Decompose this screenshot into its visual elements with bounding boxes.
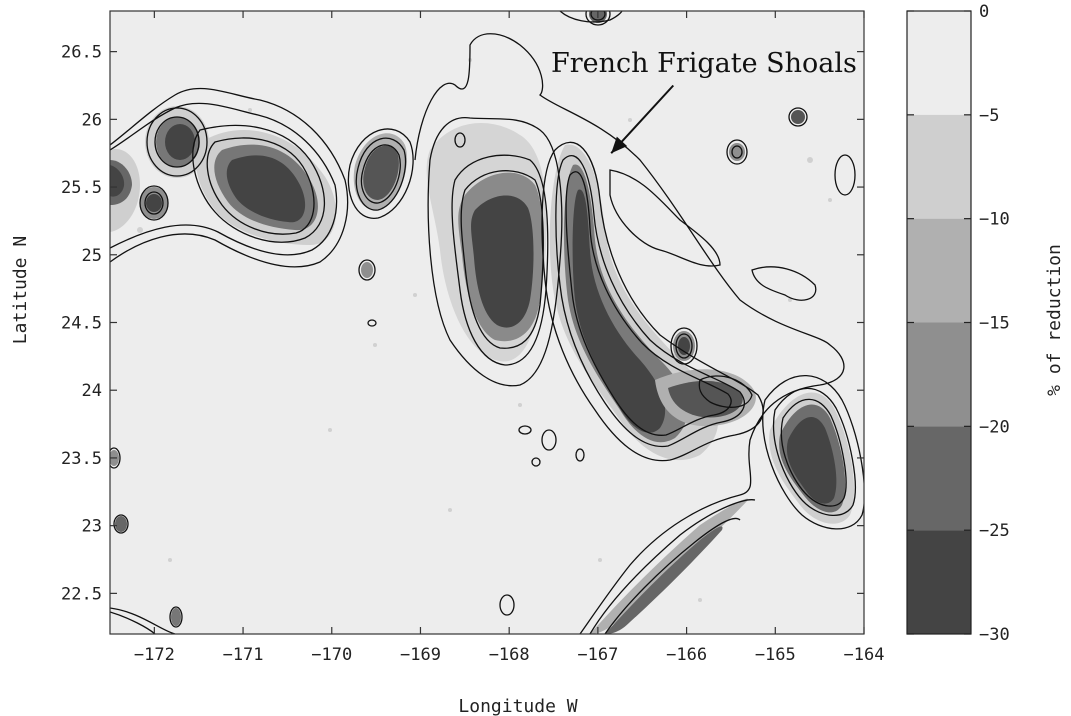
region-west-1: [110, 149, 140, 232]
colorbar-ticks: 0 −5 −10 −15 −20 −25 −30: [907, 2, 1010, 645]
y-axis-title: Latitude N: [10, 236, 31, 344]
annotation-label: French Frigate Shoals: [551, 48, 857, 79]
region-west-4: [196, 130, 337, 245]
colorbar-band: [907, 114, 971, 219]
y-tick-label: 24.5: [61, 314, 102, 334]
region-center-west: [426, 123, 547, 362]
colorbar-tick-label: −20: [979, 417, 1010, 437]
region-far-east: [769, 392, 855, 524]
colorbar-tick-label: −10: [979, 210, 1010, 230]
annotation-arrowhead: [611, 136, 628, 154]
region-southeast-band: [590, 498, 749, 634]
colorbar-title: % of reduction: [1044, 244, 1065, 396]
x-tick-label: −167: [577, 645, 618, 665]
colorbar-tick-label: −30: [979, 625, 1010, 645]
x-tick-label: −172: [134, 645, 175, 665]
colorbar-band: [907, 11, 971, 115]
x-axis-title: Longitude W: [458, 696, 577, 716]
colorbar: 0 −5 −10 −15 −20 −25 −30 % of reduction: [906, 2, 1065, 645]
x-tick-label: −169: [400, 645, 441, 665]
colorbar-band: [907, 322, 971, 427]
x-tick-label: −164: [844, 645, 885, 665]
x-tick-label: −168: [489, 645, 530, 665]
y-axis: 22.5 23 23.5 24 24.5 25 25.5 26 26.5: [61, 43, 864, 604]
colorbar-tick-label: −25: [979, 521, 1010, 541]
contour-lines: [110, 11, 864, 634]
y-tick-label: 23: [82, 517, 102, 537]
y-tick-label: 22.5: [61, 584, 102, 604]
x-axis: −172 −171 −170 −169 −168 −167 −166 −165 −164: [134, 11, 885, 665]
y-tick-label: 26: [82, 110, 102, 130]
colorbar-tick-label: −5: [979, 106, 999, 126]
colorbar-bands: [907, 11, 971, 634]
y-tick-label: 23.5: [61, 449, 102, 469]
annotation: French Frigate Shoals: [551, 48, 857, 154]
x-tick-label: −166: [666, 645, 707, 665]
y-tick-label: 25.5: [61, 178, 102, 198]
region-east-small: [673, 331, 695, 361]
x-tick-label: −165: [755, 645, 796, 665]
speckle-texture: [137, 58, 832, 602]
x-tick-label: −171: [223, 645, 264, 665]
colorbar-band: [907, 426, 971, 531]
x-tick-label: −170: [311, 645, 352, 665]
y-tick-label: 24: [82, 381, 102, 401]
colorbar-band: [907, 530, 971, 634]
plot-area: [109, 10, 865, 635]
colorbar-tick-label: −15: [979, 314, 1010, 334]
colorbar-band: [907, 218, 971, 323]
colorbar-tick-label: 0: [979, 2, 989, 22]
y-tick-label: 26.5: [61, 43, 102, 63]
y-tick-label: 25: [82, 246, 102, 266]
